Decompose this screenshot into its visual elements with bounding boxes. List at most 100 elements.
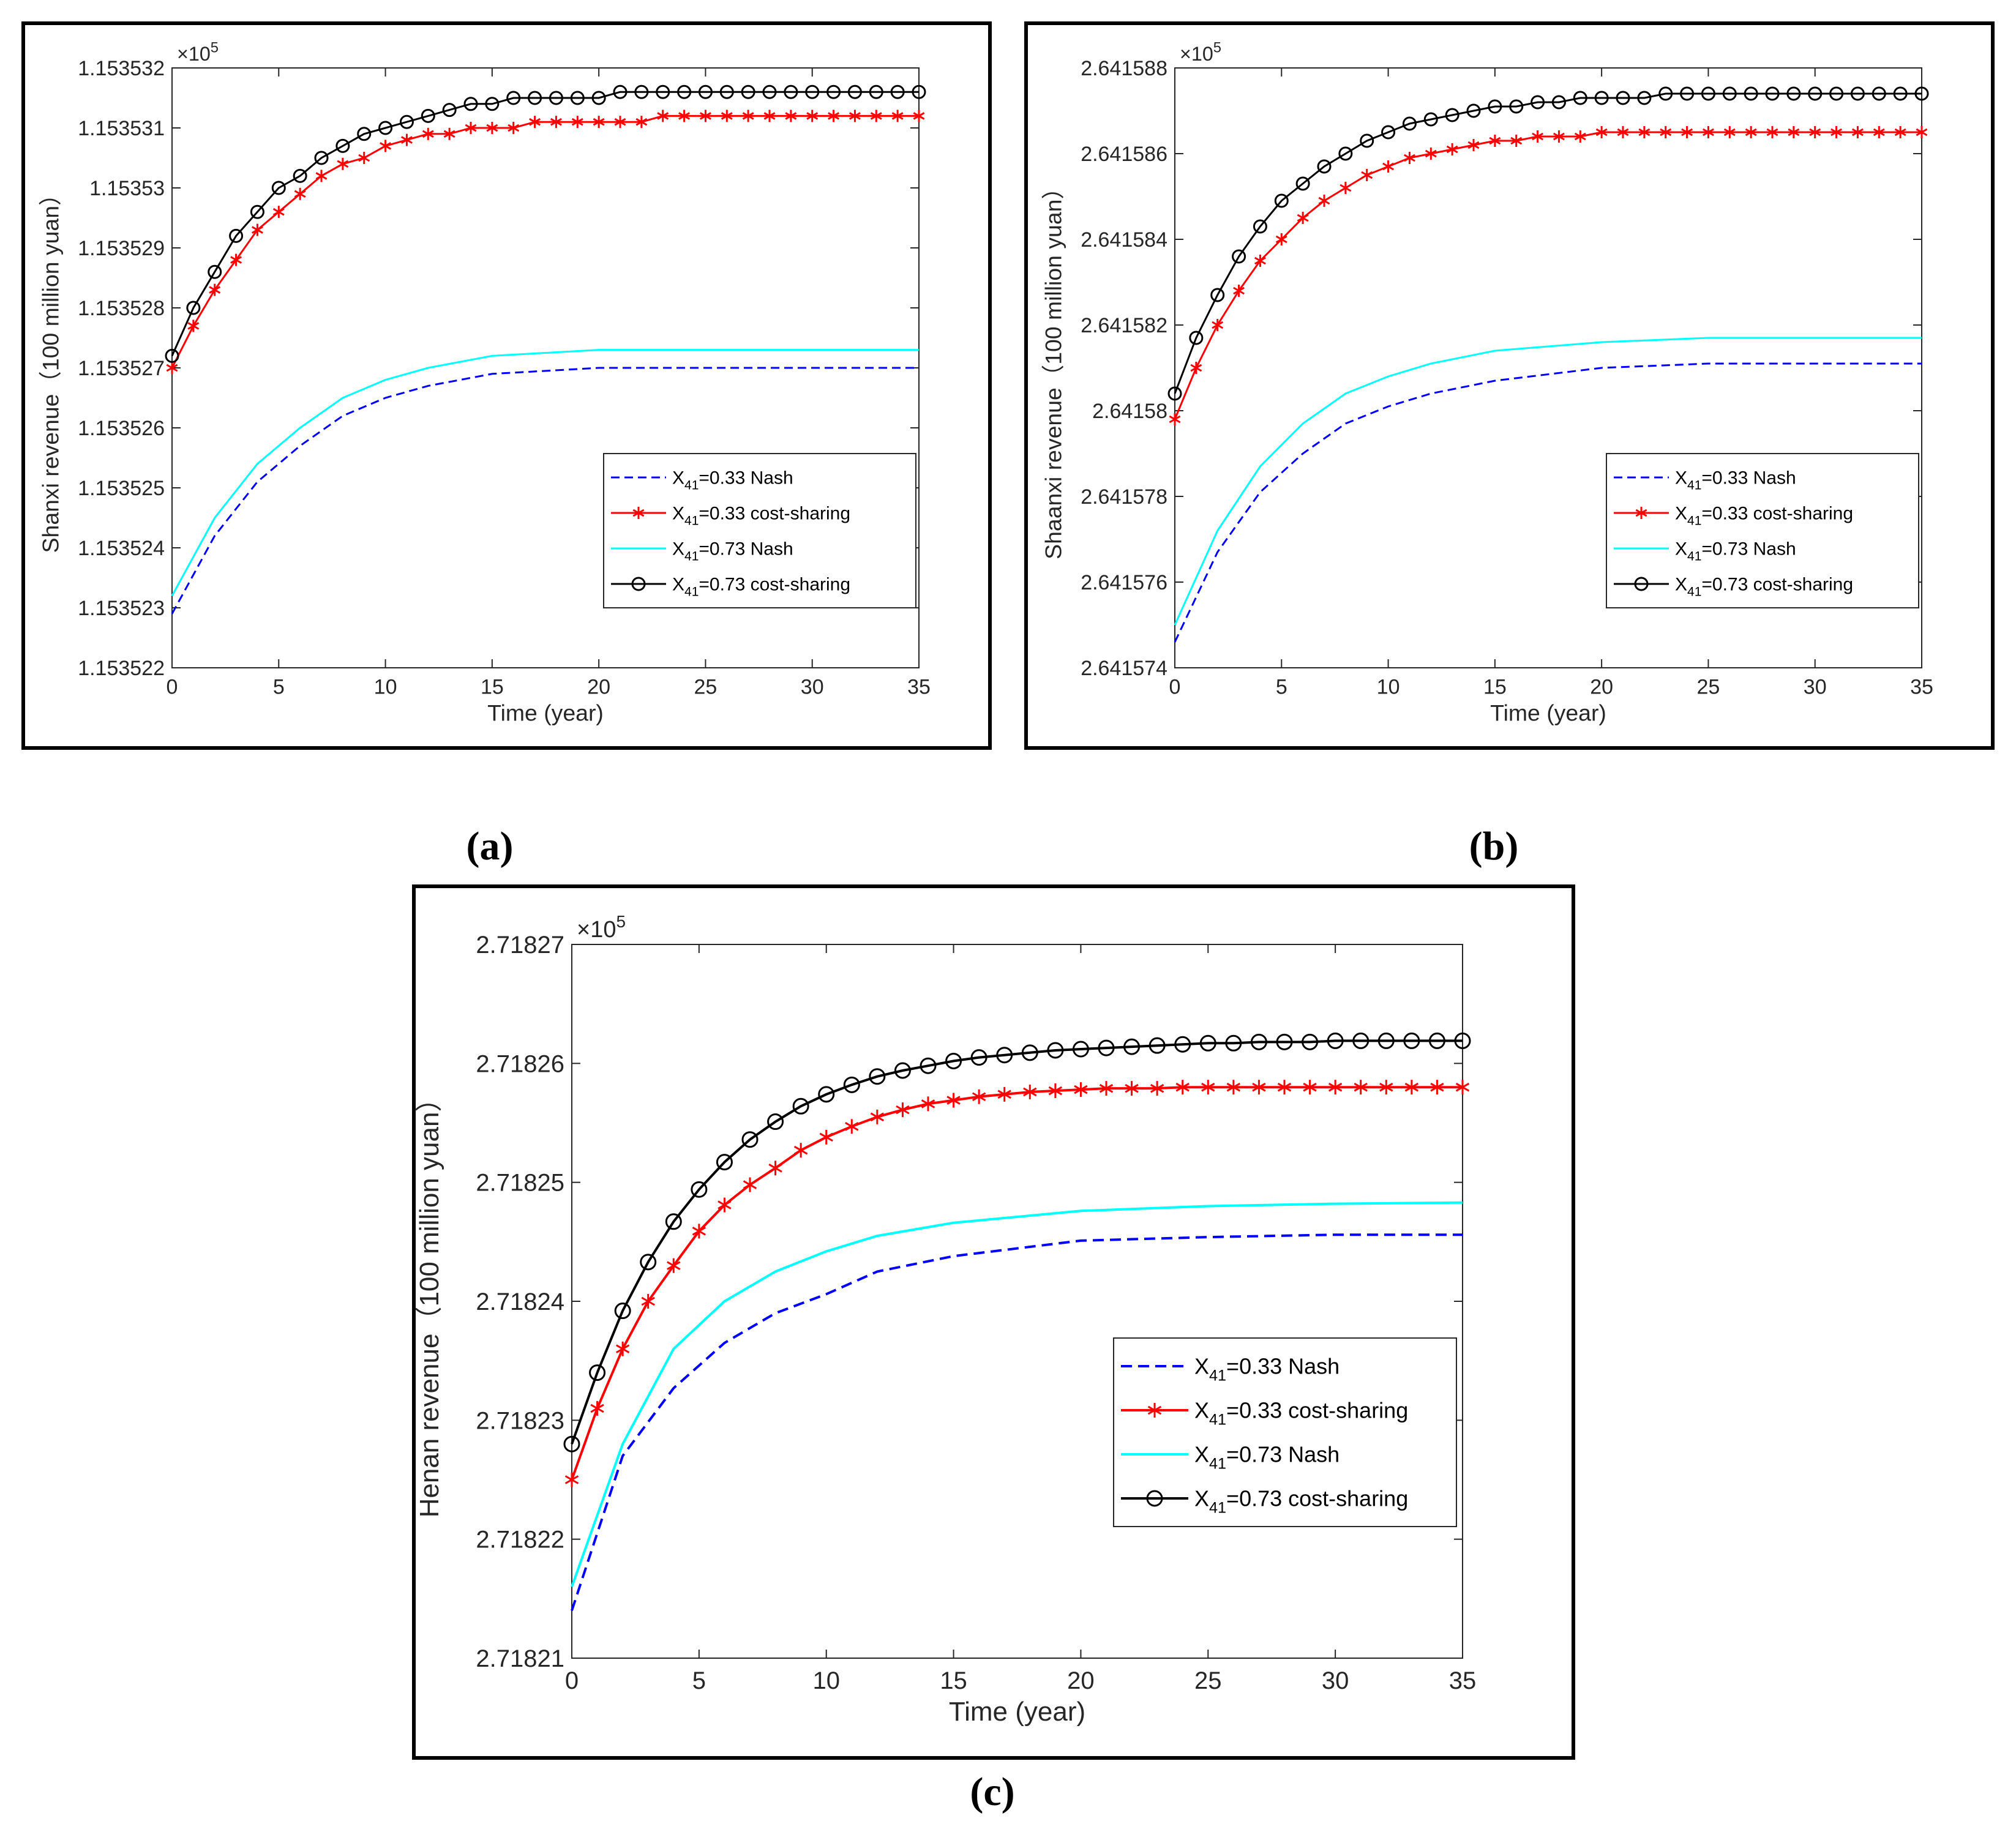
series-line bbox=[1174, 362, 1922, 643]
data-point bbox=[1074, 1082, 1088, 1097]
data-point bbox=[870, 110, 882, 122]
data-point bbox=[1616, 91, 1630, 105]
x-tick-label: 35 bbox=[1449, 1667, 1477, 1694]
data-point bbox=[1722, 86, 1737, 101]
y-tick-label: 1.153532 bbox=[78, 57, 165, 80]
x-tick-label: 20 bbox=[1067, 1667, 1095, 1694]
data-point bbox=[1680, 86, 1695, 101]
data-point bbox=[1551, 95, 1566, 110]
x-tick-label: 25 bbox=[1697, 676, 1720, 699]
data-point bbox=[920, 1057, 937, 1074]
y-tick-label: 1.153524 bbox=[78, 537, 165, 560]
data-point bbox=[1595, 126, 1608, 138]
data-point bbox=[443, 127, 455, 140]
data-point bbox=[678, 110, 691, 122]
data-point bbox=[590, 1400, 604, 1416]
data-point bbox=[921, 1096, 935, 1112]
data-point bbox=[767, 1113, 784, 1131]
data-point bbox=[996, 1047, 1013, 1064]
data-point bbox=[1099, 1081, 1114, 1096]
data-point bbox=[716, 1154, 733, 1171]
data-point bbox=[1829, 86, 1844, 101]
data-point bbox=[1146, 1490, 1163, 1507]
data-point bbox=[890, 84, 905, 99]
data-point bbox=[1098, 1039, 1115, 1056]
data-point bbox=[1445, 108, 1460, 122]
data-point bbox=[1446, 143, 1458, 155]
y-tick-label: 1.153525 bbox=[78, 477, 165, 500]
data-point bbox=[1379, 1080, 1393, 1095]
y-tick-label: 1.153522 bbox=[78, 657, 165, 680]
data-point bbox=[1276, 1033, 1293, 1050]
legend-subscript: 41 bbox=[684, 479, 699, 493]
data-point bbox=[1916, 126, 1928, 138]
data-point bbox=[1701, 86, 1715, 101]
data-point bbox=[1681, 126, 1693, 138]
data-point bbox=[209, 283, 221, 296]
series-line bbox=[571, 1233, 1463, 1611]
y-tick-label: 2.641574 bbox=[1081, 657, 1167, 680]
data-point bbox=[230, 253, 242, 266]
y-tick-label: 1.153529 bbox=[78, 237, 165, 260]
data-point bbox=[631, 577, 646, 591]
data-point bbox=[721, 110, 733, 122]
legend-suffix: =0.33 Nash bbox=[699, 468, 793, 488]
x-axis-label: Time (year) bbox=[1490, 700, 1606, 726]
data-point bbox=[1766, 126, 1778, 138]
data-point bbox=[208, 264, 222, 279]
y-tick-label: 2.641584 bbox=[1081, 228, 1167, 252]
data-point bbox=[1175, 1080, 1190, 1095]
data-point bbox=[1404, 1080, 1419, 1095]
y-axis-label: Shanxi revenue（100 million yuan） bbox=[38, 183, 64, 553]
data-point bbox=[1573, 91, 1587, 105]
data-point bbox=[1072, 1041, 1089, 1058]
x-tick-label: 10 bbox=[1377, 676, 1400, 699]
data-point bbox=[485, 97, 500, 111]
data-point bbox=[229, 228, 244, 243]
data-point bbox=[945, 1052, 962, 1069]
data-point bbox=[1189, 331, 1204, 345]
data-point bbox=[1174, 1036, 1191, 1053]
data-point bbox=[272, 206, 285, 219]
series-line bbox=[1174, 131, 1922, 420]
exponent-power: 5 bbox=[211, 39, 219, 56]
data-point bbox=[550, 116, 562, 129]
data-point bbox=[1274, 193, 1289, 208]
data-point bbox=[792, 1097, 809, 1115]
data-point bbox=[632, 507, 645, 519]
data-point bbox=[784, 84, 798, 99]
data-point bbox=[591, 91, 606, 105]
data-point bbox=[399, 114, 414, 129]
data-point bbox=[946, 1093, 961, 1108]
x-tick-label: 35 bbox=[907, 676, 931, 699]
y-tick-label: 1.153526 bbox=[78, 417, 165, 440]
data-point bbox=[699, 110, 711, 122]
data-point bbox=[1455, 1080, 1470, 1095]
data-point bbox=[828, 110, 840, 122]
series-line bbox=[571, 1086, 1463, 1481]
legend-suffix: =0.33 Nash bbox=[1701, 468, 1796, 488]
data-point bbox=[1635, 507, 1647, 519]
legend-suffix: =0.73 Nash bbox=[1701, 539, 1796, 559]
data-point bbox=[1254, 255, 1266, 267]
data-point bbox=[1147, 1403, 1162, 1418]
data-point bbox=[1303, 1080, 1317, 1095]
data-point bbox=[1893, 86, 1908, 101]
data-point bbox=[187, 320, 200, 332]
data-point bbox=[571, 116, 583, 129]
data-point bbox=[400, 133, 413, 146]
data-point bbox=[613, 84, 628, 99]
data-point bbox=[589, 1364, 606, 1381]
data-point bbox=[845, 1119, 859, 1134]
data-point bbox=[563, 1435, 580, 1452]
plot-area bbox=[571, 944, 1463, 1659]
data-point bbox=[1510, 135, 1523, 147]
y-tick-label: 2.641588 bbox=[1081, 57, 1167, 80]
x-tick-label: 30 bbox=[1804, 676, 1827, 699]
data-point bbox=[970, 1049, 987, 1066]
data-point bbox=[549, 91, 563, 105]
data-point bbox=[891, 110, 904, 122]
data-point bbox=[357, 127, 372, 141]
data-point bbox=[1788, 126, 1800, 138]
data-point bbox=[1169, 413, 1181, 425]
